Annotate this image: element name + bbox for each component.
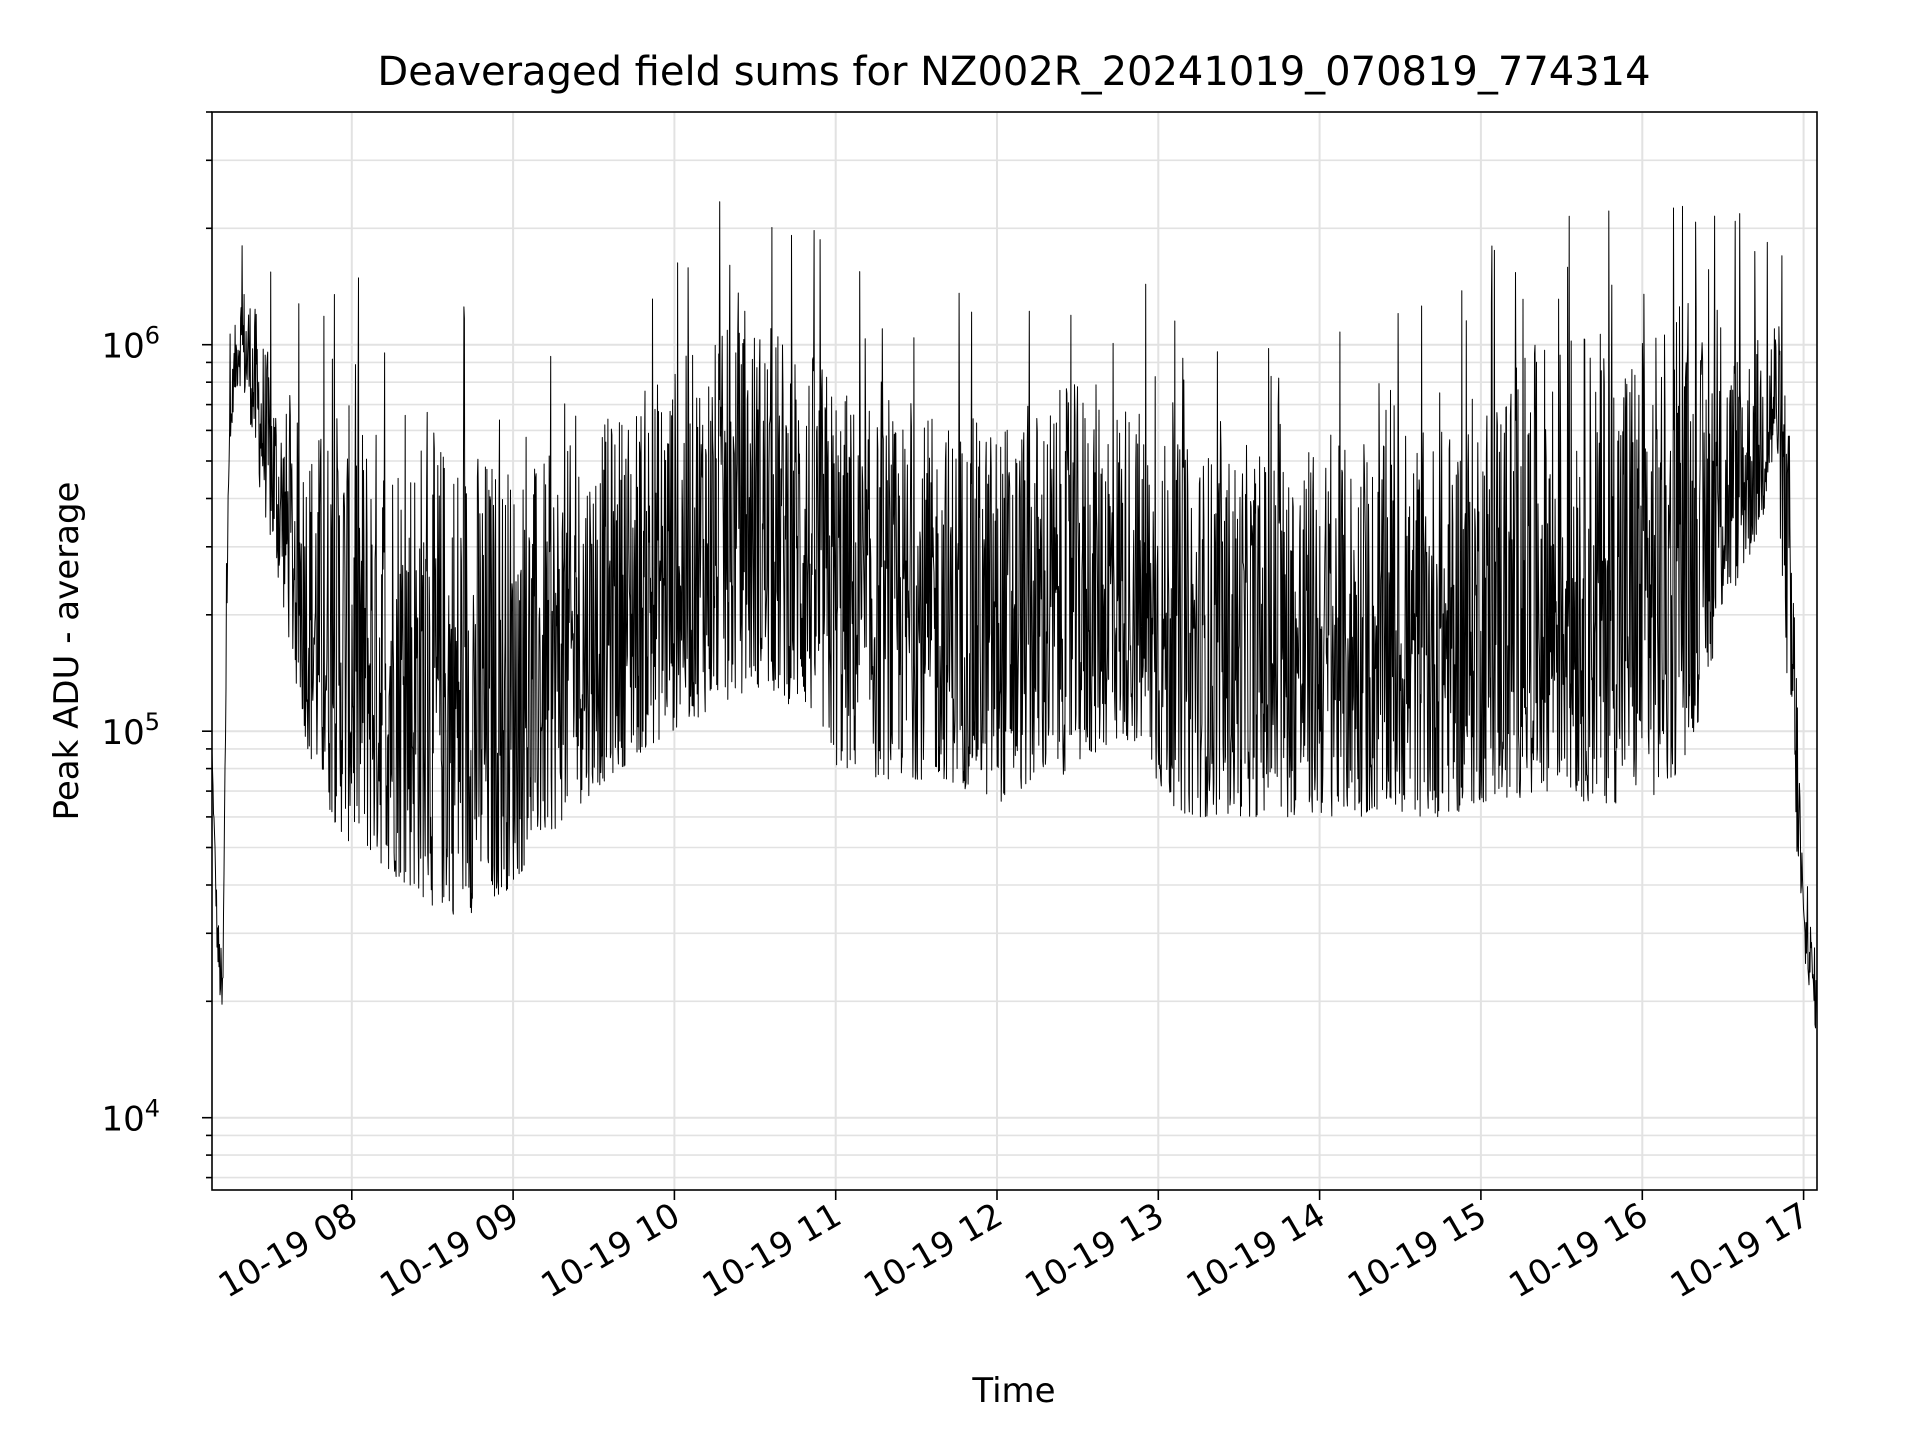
grid-lines [212,111,1817,1190]
y-tick-label-base: 10 [101,1100,144,1140]
x-axis-label: Time [971,1371,1055,1411]
y-axis-label: Peak ADU - average [47,482,87,821]
y-tick-label: 106 [101,322,160,367]
series-line [211,201,1818,1029]
y-tick-label-exponent: 6 [145,322,160,350]
y-tick-label-base: 10 [101,713,144,753]
chart-title: Deaveraged field sums for NZ002R_2024101… [377,49,1650,95]
tick-marks [202,111,1805,1200]
y-tick-label-exponent: 5 [145,708,160,736]
y-tick-label: 104 [101,1095,160,1140]
plot-area-frame [211,111,1818,1191]
y-tick-label-base: 10 [101,327,144,367]
data-layer [211,201,1818,1029]
y-tick-label-exponent: 4 [145,1095,160,1123]
y-tick-label: 105 [101,708,160,753]
